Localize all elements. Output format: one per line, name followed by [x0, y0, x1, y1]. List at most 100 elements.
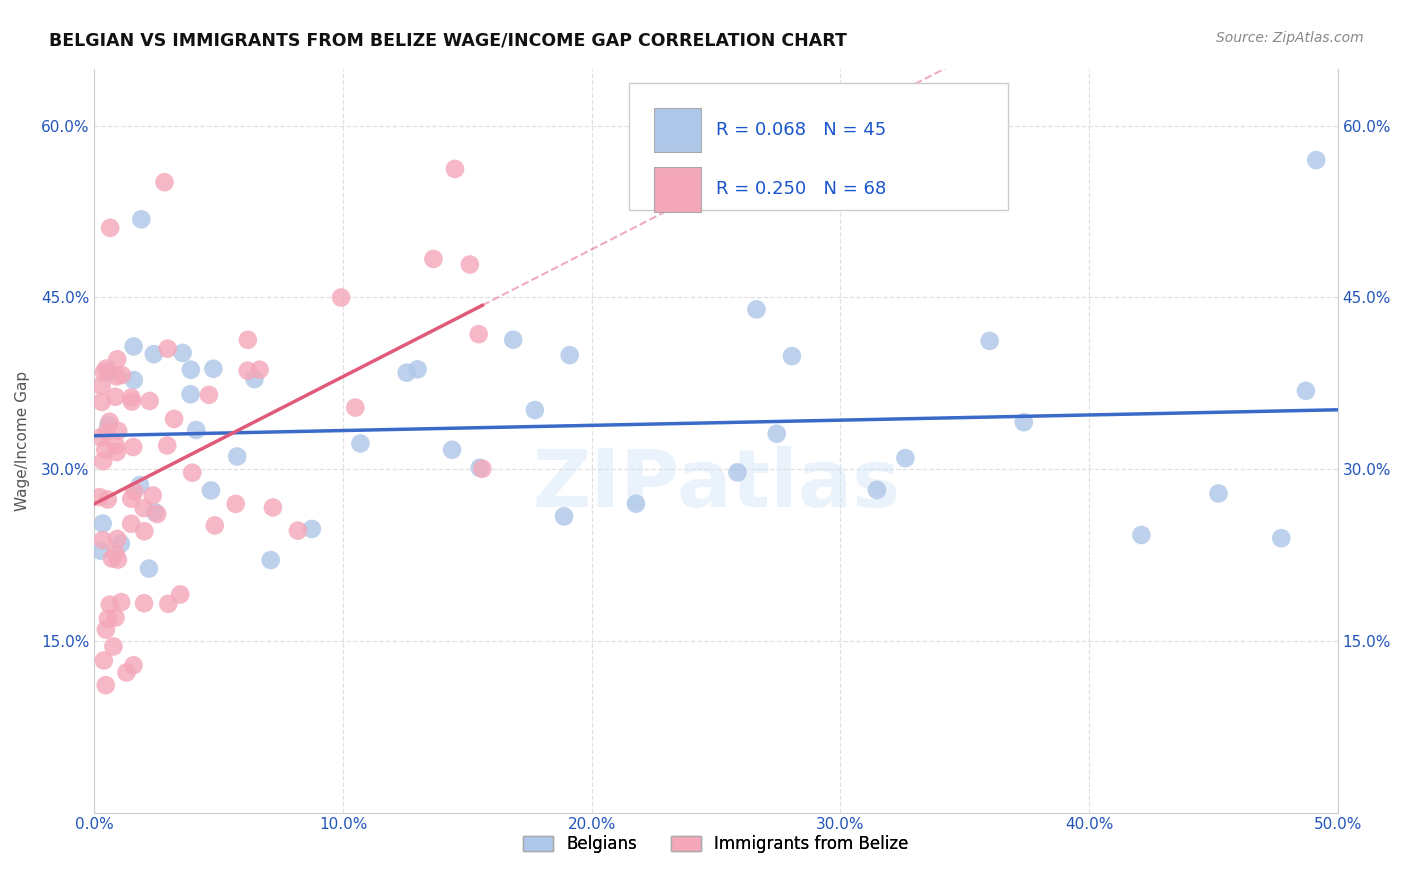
Point — [94, 623, 117, 637]
Point — [186, 423, 208, 437]
Point — [406, 362, 429, 376]
Point — [181, 466, 204, 480]
Point — [156, 438, 179, 452]
Point — [134, 524, 156, 539]
Point — [349, 436, 371, 450]
Point — [91, 516, 114, 531]
Point — [138, 394, 160, 409]
Point — [103, 640, 125, 654]
Point — [90, 543, 112, 558]
Point — [93, 653, 115, 667]
Point — [1305, 153, 1327, 167]
Point — [226, 450, 249, 464]
Point — [471, 462, 494, 476]
Point — [97, 492, 120, 507]
Point — [260, 553, 283, 567]
Point — [120, 391, 142, 405]
Point — [115, 665, 138, 680]
Point — [96, 425, 118, 439]
Point — [344, 401, 367, 415]
Point — [198, 388, 221, 402]
Point — [129, 478, 152, 492]
Point — [157, 597, 180, 611]
Point — [146, 507, 169, 521]
Point — [163, 412, 186, 426]
Point — [91, 533, 114, 548]
Point — [1012, 415, 1035, 429]
Point — [1130, 528, 1153, 542]
Point — [90, 430, 112, 444]
Point — [97, 365, 120, 379]
Point — [105, 369, 128, 384]
Point — [979, 334, 1001, 348]
Point — [90, 395, 112, 409]
Point — [97, 418, 120, 433]
Text: ZIPatlas: ZIPatlas — [531, 446, 900, 524]
Point — [120, 516, 142, 531]
Point — [287, 524, 309, 538]
Point — [131, 212, 153, 227]
Legend: Belgians, Immigrants from Belize: Belgians, Immigrants from Belize — [517, 829, 915, 860]
Point — [105, 352, 128, 367]
Point — [98, 598, 121, 612]
Point — [142, 347, 165, 361]
Point — [172, 346, 194, 360]
Point — [180, 363, 202, 377]
Point — [468, 460, 491, 475]
Point — [330, 291, 353, 305]
Point — [122, 658, 145, 673]
Point — [105, 445, 128, 459]
Point — [523, 403, 546, 417]
Point — [624, 497, 647, 511]
Point — [122, 373, 145, 387]
Point — [143, 505, 166, 519]
Point — [122, 440, 145, 454]
Point — [142, 488, 165, 502]
Point — [765, 426, 787, 441]
Point — [101, 551, 124, 566]
Point — [441, 442, 464, 457]
Point — [104, 390, 127, 404]
Point — [111, 368, 134, 382]
Point — [94, 442, 117, 457]
Point — [91, 454, 114, 468]
Point — [467, 327, 489, 342]
Point — [107, 424, 129, 438]
Point — [301, 522, 323, 536]
Text: Source: ZipAtlas.com: Source: ZipAtlas.com — [1216, 31, 1364, 45]
Point — [243, 372, 266, 386]
Point — [132, 596, 155, 610]
Point — [90, 379, 112, 393]
Point — [1295, 384, 1317, 398]
Point — [124, 484, 146, 499]
Point — [725, 466, 748, 480]
Bar — [654, 167, 702, 211]
Point — [98, 220, 121, 235]
Point — [93, 365, 115, 379]
Point — [553, 509, 575, 524]
Point — [558, 348, 581, 362]
Point — [780, 349, 803, 363]
Point — [104, 438, 127, 452]
Point — [122, 339, 145, 353]
Point — [444, 161, 467, 176]
Point — [98, 415, 121, 429]
Text: R = 0.068   N = 45: R = 0.068 N = 45 — [716, 121, 886, 139]
Point — [169, 587, 191, 601]
Point — [866, 483, 889, 497]
Point — [200, 483, 222, 498]
Point — [96, 361, 118, 376]
Y-axis label: Wage/Income Gap: Wage/Income Gap — [15, 370, 30, 510]
Point — [262, 500, 284, 515]
Text: R = 0.250   N = 68: R = 0.250 N = 68 — [716, 180, 886, 199]
Point — [180, 387, 202, 401]
Point — [236, 333, 259, 347]
Point — [422, 252, 444, 266]
Point — [110, 595, 132, 609]
Point — [745, 302, 768, 317]
FancyBboxPatch shape — [628, 83, 1008, 210]
Point — [894, 451, 917, 466]
Point — [104, 610, 127, 624]
Point — [105, 532, 128, 546]
Point — [104, 546, 127, 560]
